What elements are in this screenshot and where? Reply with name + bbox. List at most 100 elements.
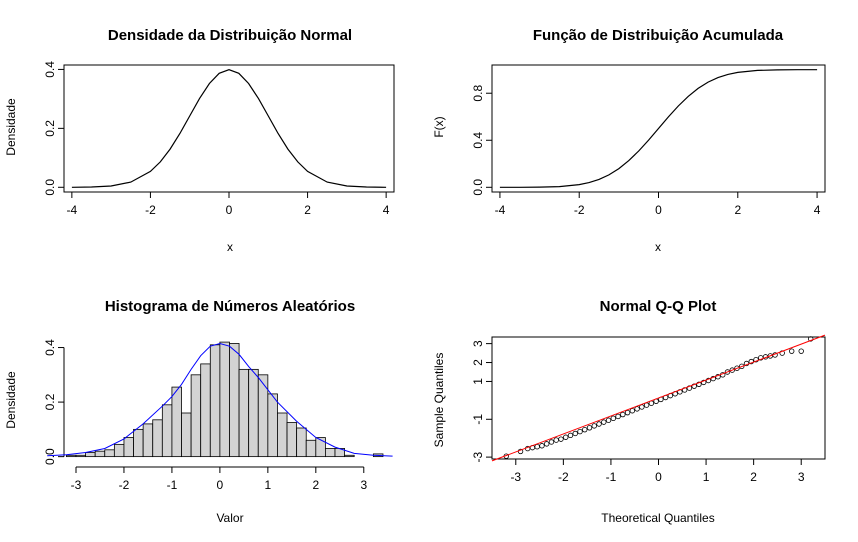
qq-point: [700, 379, 707, 386]
histogram-panel: Histograma de Números Aleatórios Valor D…: [4, 298, 393, 525]
histogram-bar: [286, 422, 298, 458]
density-plot-box: [63, 64, 395, 193]
histogram-bar: [277, 412, 288, 458]
histogram-bar: [123, 437, 134, 458]
x-tick-label: -1: [606, 470, 617, 484]
qq-point: [629, 408, 636, 414]
y-axis: 0.0 0.4 0.8: [471, 85, 493, 196]
histogram-bar: [94, 450, 106, 458]
qq-point: [686, 385, 693, 391]
qq-point: [729, 367, 735, 373]
histogram-bar: [75, 454, 86, 458]
qq-points: [503, 336, 814, 459]
x-tick-label: 0: [217, 478, 224, 492]
qq-point: [539, 443, 545, 449]
x-tick-label: 2: [734, 203, 741, 217]
histogram-bar: [200, 363, 211, 458]
qq-point: [553, 437, 559, 443]
x-tick-label: -1: [167, 478, 178, 492]
qq-point: [572, 430, 578, 437]
qq-point: [591, 423, 597, 429]
y-tick-label: 0.4: [43, 61, 57, 78]
histogram-bar: [181, 412, 192, 458]
histogram-ylabel: Densidade: [4, 371, 18, 429]
qq-point: [615, 413, 621, 420]
qq-point: [558, 436, 564, 442]
histogram-xlabel: Valor: [216, 511, 243, 525]
cdf-title: Função de Distribuição Acumulada: [533, 27, 784, 44]
x-tick-label: -2: [145, 203, 156, 217]
cdf-xlabel: x: [655, 240, 661, 254]
x-tick-label: 2: [304, 203, 311, 217]
histogram-bar: [315, 437, 326, 458]
qq-point: [808, 336, 814, 342]
qq-point: [586, 425, 593, 431]
histogram-density-line: [47, 342, 393, 457]
qq-point: [544, 441, 550, 447]
qq-point: [620, 411, 626, 418]
qq-point: [534, 444, 540, 450]
qq-point: [753, 356, 759, 363]
qq-point: [624, 409, 631, 416]
x-tick-label: 0: [655, 203, 662, 217]
density-line: [71, 69, 387, 188]
x-tick-label: 2: [750, 470, 757, 484]
histogram-bar: [229, 343, 240, 458]
y-tick-label: 0.2: [43, 120, 57, 137]
cdf-line: [499, 69, 818, 188]
histogram-bar: [104, 449, 115, 458]
cdf-panel: Função de Distribuição Acumulada x F(x) …: [432, 27, 826, 254]
y-tick-label: 0.0: [43, 448, 57, 465]
histogram-bar: [113, 443, 125, 458]
histogram-bar: [344, 454, 355, 458]
qq-point: [798, 348, 804, 354]
x-axis: -3 -2 -1 0 1 2 3: [510, 458, 805, 484]
y-axis: 0.0 0.2 0.4: [43, 339, 65, 465]
histogram-bar: [238, 368, 250, 458]
qq-point: [724, 369, 731, 375]
qq-ylabel: Sample Quantiles: [432, 353, 446, 448]
histogram-bar: [325, 448, 336, 458]
histogram-bar: [85, 452, 96, 458]
histogram-bar: [209, 344, 221, 458]
histogram-bar: [142, 423, 154, 458]
qq-point: [577, 428, 583, 435]
histogram-bar: [305, 439, 317, 458]
histogram-title: Histograma de Números Aleatórios: [105, 298, 355, 315]
histogram-bar: [190, 374, 202, 458]
qq-point: [601, 419, 607, 425]
x-tick-label: -2: [558, 470, 569, 484]
y-axis: 0.0 0.2 0.4: [43, 61, 65, 196]
y-tick-label: 0.0: [43, 179, 57, 196]
qq-point: [582, 426, 588, 433]
histogram-bars: [65, 341, 384, 458]
histogram-bar: [152, 419, 163, 458]
histogram-bar: [296, 427, 307, 458]
qq-point: [789, 348, 795, 354]
x-axis: -4 -2 0 2 4: [495, 191, 821, 217]
histogram-bar: [65, 454, 77, 458]
y-axis: -3 -1 1 2 3: [471, 340, 493, 462]
y-tick-label: -1: [471, 414, 485, 425]
qq-point: [567, 432, 574, 439]
y-tick-label: 0.8: [471, 85, 485, 102]
qq-point: [610, 415, 617, 422]
qq-point: [634, 406, 640, 412]
histogram-bar: [133, 428, 144, 458]
qq-point: [596, 421, 602, 427]
x-tick-label: 4: [814, 203, 821, 217]
x-tick-label: 1: [265, 478, 272, 492]
qq-point: [563, 434, 569, 440]
qq-point: [548, 439, 555, 445]
x-tick-label: -4: [495, 203, 506, 217]
x-tick-label: -4: [67, 203, 78, 217]
x-tick-label: 4: [383, 203, 390, 217]
qq-point: [696, 381, 702, 387]
qq-title: Normal Q-Q Plot: [600, 298, 717, 315]
y-tick-label: 2: [471, 359, 485, 366]
histogram-bar: [161, 404, 173, 458]
x-tick-label: -3: [71, 478, 82, 492]
y-tick-label: 3: [471, 340, 485, 347]
density-panel: Densidade da Distribuição Normal x Densi…: [4, 27, 395, 254]
